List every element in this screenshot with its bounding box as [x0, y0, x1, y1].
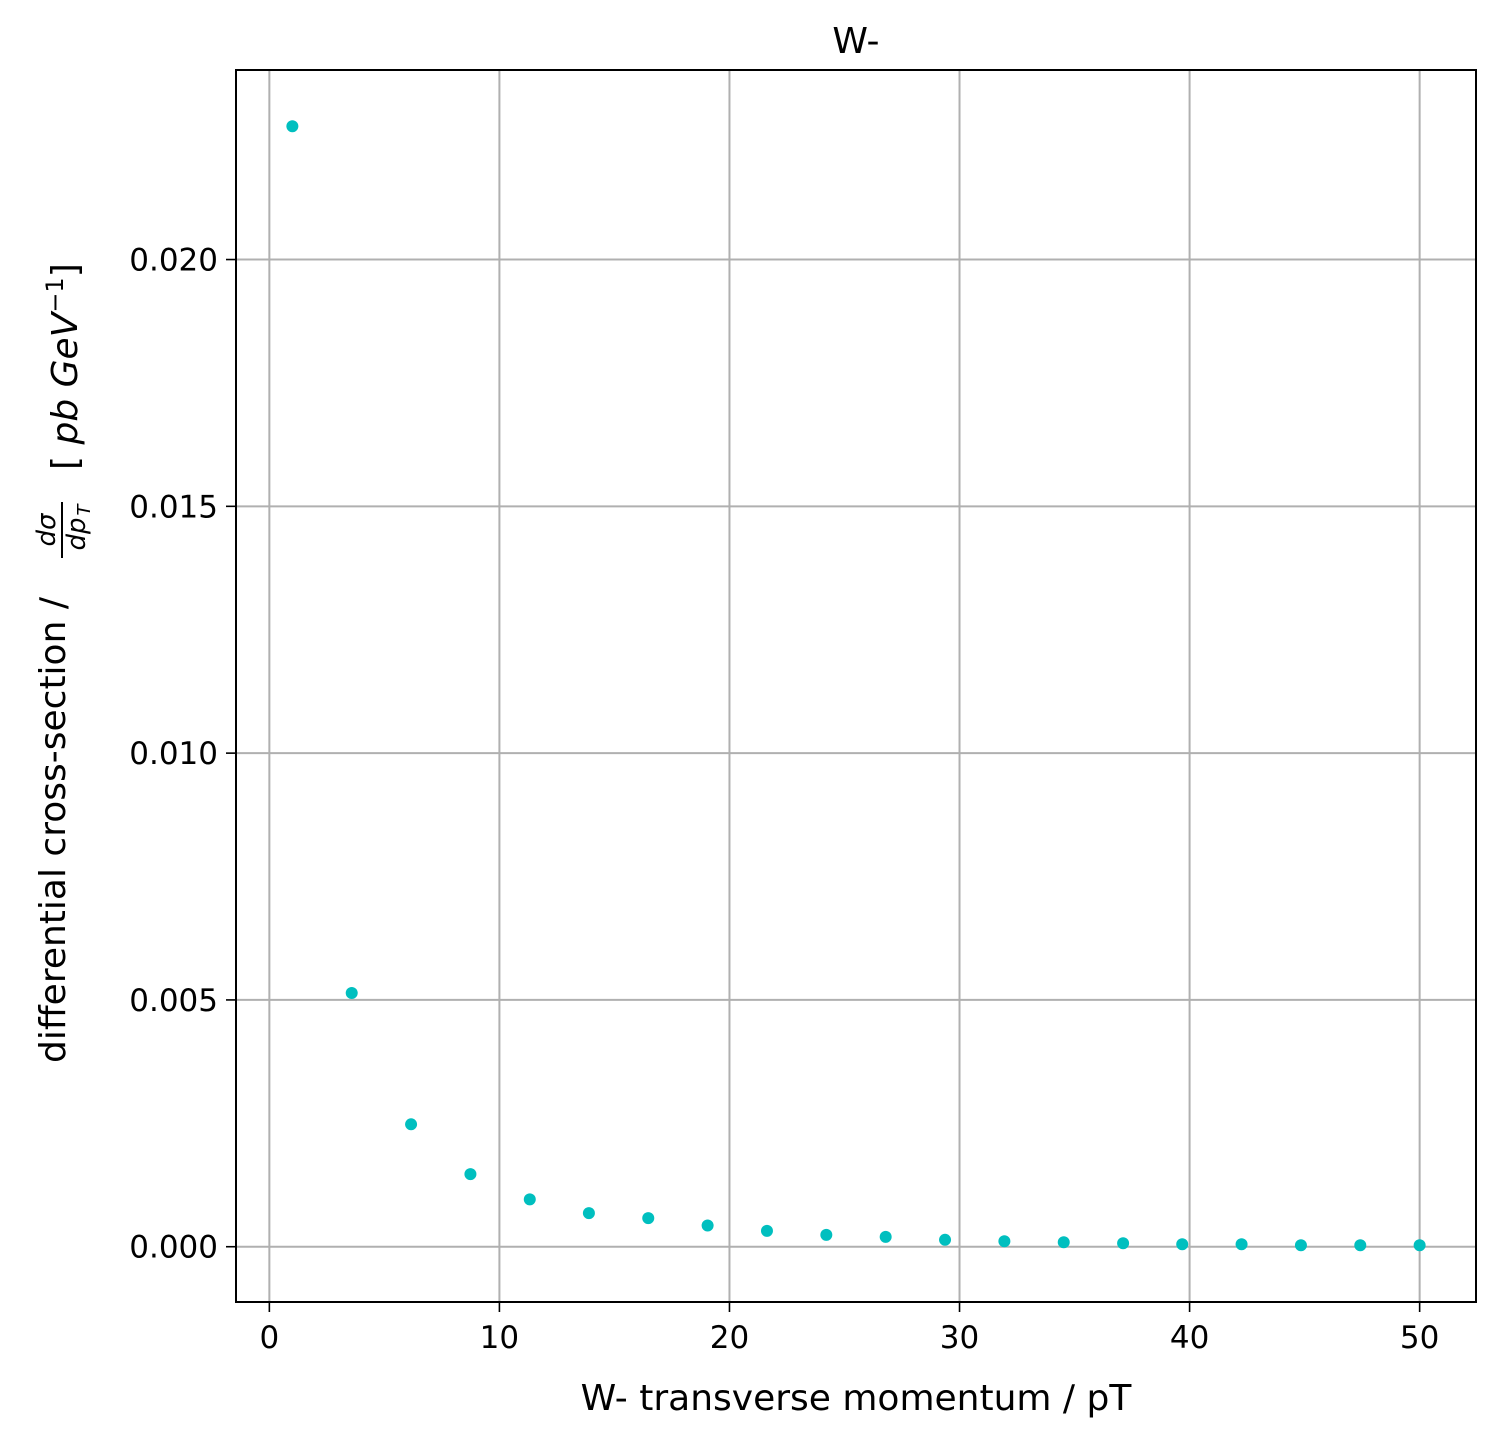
data-point: [1354, 1239, 1367, 1252]
y-label-unit: [ pb GeV−1]: [41, 263, 86, 470]
data-point: [345, 987, 358, 1000]
data-point: [523, 1193, 536, 1206]
data-point: [405, 1118, 418, 1131]
chart-title: W-: [832, 21, 879, 62]
data-point: [286, 120, 299, 133]
y-tick-label: 0.015: [129, 489, 218, 525]
data-point: [1117, 1237, 1130, 1250]
y-tick-label: 0.005: [129, 983, 218, 1019]
y-label-frac-den: dp: [62, 517, 92, 550]
data-point: [582, 1207, 595, 1220]
data-point: [1057, 1236, 1070, 1249]
grid: [236, 70, 1476, 1302]
x-tick-label: 30: [940, 1320, 979, 1356]
x-axis-label: W- transverse momentum / pT: [581, 1378, 1133, 1419]
data-point: [760, 1224, 773, 1237]
y-axis-label-fraction: dσ dpT [ pb GeV−1]: [32, 263, 95, 558]
data-point: [701, 1219, 714, 1232]
data-point: [642, 1212, 655, 1225]
data-point: [879, 1230, 892, 1243]
data-point: [464, 1168, 477, 1181]
data-point: [939, 1233, 952, 1246]
plot-frame: [235, 69, 1477, 1303]
y-axis-label: differential cross-section /: [33, 596, 74, 1063]
axis-ticks: 0 10 20 30 40 50 0.000 0.005 0.010 0.015 0.020: [129, 243, 1439, 1356]
svg-text:differential cross-section /: differential cross-section /: [33, 596, 74, 1063]
x-tick-label: 50: [1400, 1320, 1439, 1356]
data-point: [1294, 1239, 1307, 1252]
y-label-frac-sub: T: [74, 503, 95, 516]
data-point: [1413, 1239, 1426, 1252]
x-tick-label: 20: [710, 1320, 749, 1356]
y-label-frac-num: dσ: [32, 512, 62, 547]
y-tick-label: 0.010: [129, 736, 218, 772]
data-point: [1176, 1238, 1189, 1251]
data-point: [820, 1228, 833, 1241]
data-point: [998, 1235, 1011, 1248]
x-tick-label: 0: [259, 1320, 279, 1356]
x-tick-label: 40: [1170, 1320, 1209, 1356]
data-point: [1235, 1238, 1248, 1251]
y-label-math: dσ dpT [ pb GeV−1]: [32, 263, 95, 558]
y-axis-label-prefix: differential cross-section /: [33, 596, 74, 1063]
y-tick-label: 0.000: [129, 1230, 218, 1266]
data-points: [286, 120, 1426, 1252]
x-tick-label: 10: [480, 1320, 519, 1356]
y-tick-label: 0.020: [129, 243, 218, 279]
